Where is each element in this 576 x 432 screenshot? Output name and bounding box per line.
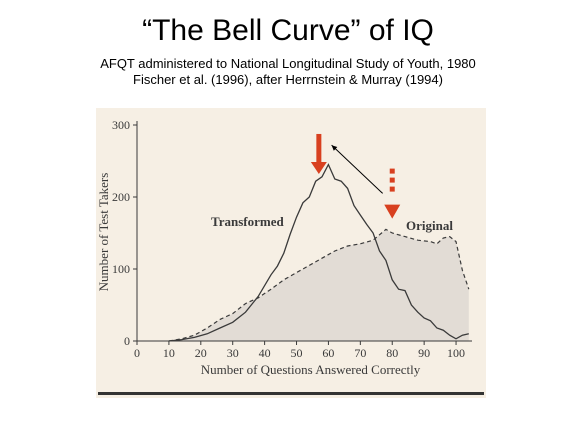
dashed-arrow-segment [389,186,395,192]
dashed-arrow-segment [389,168,395,174]
y-tick-label: 200 [112,190,130,204]
x-axis-label: Number of Questions Answered Correctly [201,362,421,377]
dashed-arrow-segment [389,177,395,183]
y-axis-label: Number of Test Takers [96,173,111,292]
bottom-rule [98,392,484,395]
slide-title: “The Bell Curve” of IQ [142,14,434,47]
y-tick-label: 300 [112,118,130,132]
annotation-arrows [310,133,401,219]
original-series-line [168,228,470,342]
transformed-series-line [168,163,469,342]
dashed-arrow-head [384,204,401,219]
x-tick-label: 70 [354,346,366,360]
x-tick-label: 80 [386,346,398,360]
x-tick-label: 50 [291,346,303,360]
x-tick-label: 30 [227,346,239,360]
axes [136,121,472,342]
x-tick-label: 90 [418,346,430,360]
x-tick-label: 10 [163,346,175,360]
x-tick-label: 20 [195,346,207,360]
slide-subtitle-source: AFQT administered to National Longitudin… [100,56,476,71]
solid-arrow-head [310,161,327,174]
x-tick-label: 60 [322,346,334,360]
pointer-arrow-head [331,145,338,151]
x-tick-label: 40 [259,346,271,360]
transformed-series-label: Transformed [211,214,284,229]
y-tick-label: 0 [124,334,130,348]
slide-subtitle-citation: Fischer et al. (1996), after Herrnstein … [133,72,443,87]
x-tick-label: 0 [134,346,140,360]
x-tick-label: 100 [447,346,465,360]
original-series-label: Original [406,218,453,233]
solid-arrow-shaft [316,133,322,164]
tick-labels: 0 10 20 30 40 50 60 70 80 90 100 0 100 200 300 [112,118,465,360]
y-tick-label: 100 [112,262,130,276]
pointer-arrow-line [331,144,384,194]
